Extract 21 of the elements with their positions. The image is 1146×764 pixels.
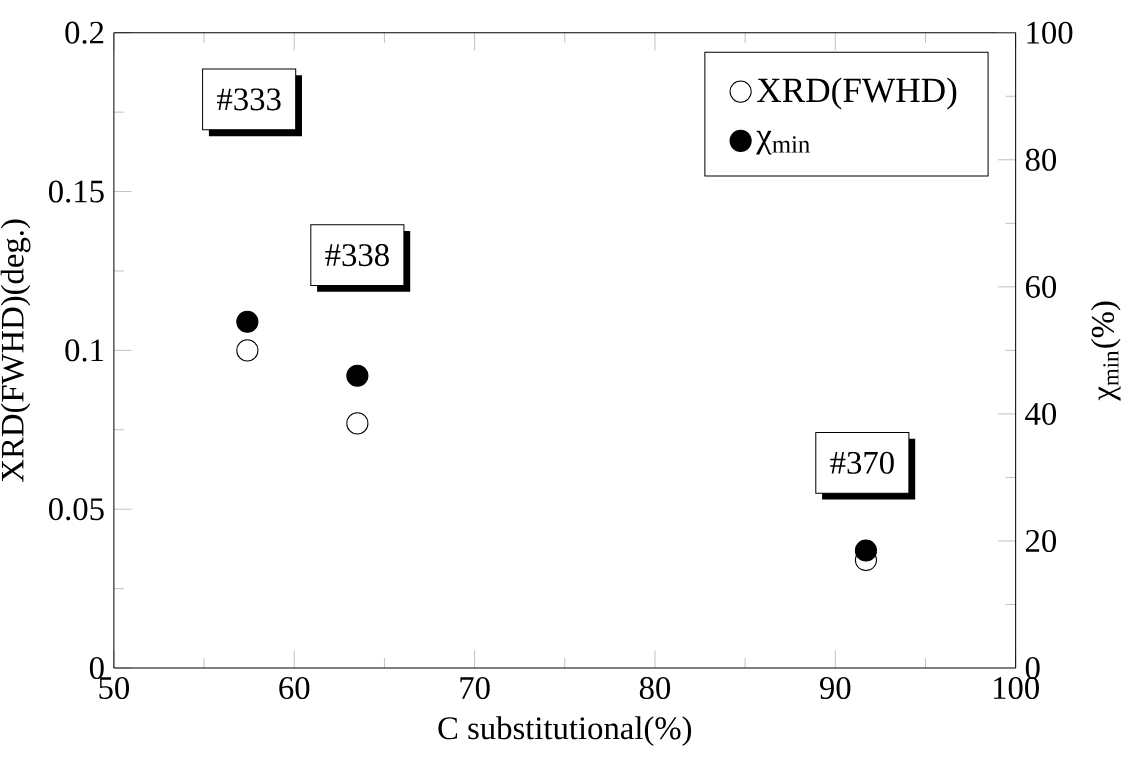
y-tick-label: 0.05: [48, 498, 104, 521]
y-axis-title: XRD(FWHD)(deg.): [0, 219, 31, 482]
y-tick-label: 0.15: [48, 180, 104, 203]
x-tick-label: 80: [639, 676, 671, 700]
y2-tick-label: 60: [1025, 275, 1057, 298]
y-tick-label: 0.1: [65, 339, 104, 362]
y2-axis-title: χ$_{min}$(%): [1090, 301, 1121, 401]
y2-tick-label: 40: [1025, 402, 1057, 425]
annotation: #370: [830, 451, 894, 474]
legend-label: XRD(FWHD): [757, 77, 957, 110]
y-tick-label: 0.2: [65, 21, 104, 44]
y2-tick-label: 100: [1027, 21, 1073, 44]
legend-label: χ$_{min}$: [756, 130, 810, 155]
annotation: #333: [217, 88, 281, 111]
x-tick-label: 90: [820, 676, 851, 700]
x-tick-label: 70: [460, 676, 490, 700]
y2-tick-label: 20: [1025, 529, 1057, 553]
y2-tick-label: 80: [1025, 148, 1057, 171]
annotation: #338: [325, 244, 389, 267]
x-tick-label: 60: [279, 676, 310, 700]
x-axis-title: C substitutional(%): [438, 716, 692, 746]
